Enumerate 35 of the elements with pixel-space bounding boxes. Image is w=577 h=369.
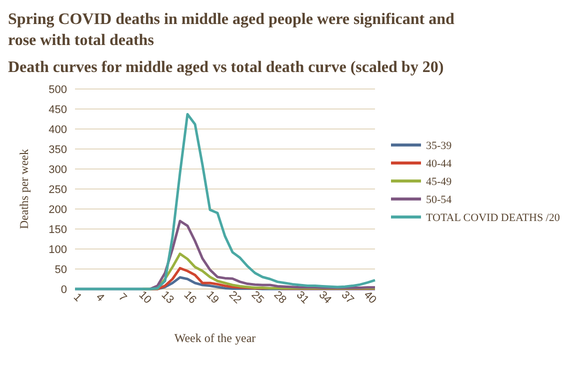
- y-tick-label: 0: [60, 284, 67, 296]
- x-tick-label: 25: [248, 289, 266, 306]
- x-tick-label: 31: [294, 289, 311, 306]
- legend-label: TOTAL COVID DEATHS /20: [426, 212, 560, 224]
- x-tick-label: 40: [361, 289, 378, 306]
- x-tick-label: 19: [204, 289, 221, 306]
- x-tick-label: 7: [116, 291, 129, 304]
- y-tick-label: 450: [48, 104, 67, 116]
- legend-label: 45-49: [426, 176, 452, 188]
- legend-label: 40-44: [426, 158, 452, 170]
- x-tick-label: 22: [226, 289, 244, 306]
- x-tick-label: 10: [136, 289, 154, 306]
- y-tick-label: 350: [48, 144, 67, 156]
- x-tick-label: 13: [158, 289, 176, 306]
- y-tick-label: 150: [48, 224, 67, 236]
- x-tick-label: 28: [271, 289, 288, 306]
- x-tick-label: 34: [316, 289, 334, 306]
- y-tick-label: 100: [48, 244, 67, 256]
- x-tick-label: 16: [181, 289, 198, 306]
- y-tick-label: 300: [48, 164, 67, 176]
- y-tick-label: 200: [48, 204, 67, 216]
- chart-subtitle: Death curves for middle aged vs total death curve (scaled by 20): [8, 59, 444, 76]
- legend-label: 50-54: [426, 194, 452, 206]
- x-axis-title: Week of the year: [174, 331, 256, 345]
- y-tick-label: 400: [48, 124, 67, 136]
- y-tick-label: 50: [54, 264, 67, 276]
- x-tick-label: 4: [93, 291, 106, 304]
- line-series: [74, 112, 376, 290]
- legend-label: 35-39: [426, 140, 452, 152]
- y-tick-label: 250: [48, 184, 67, 196]
- y-tick-label: 500: [48, 84, 67, 96]
- y-axis-title: Deaths per week: [17, 149, 31, 229]
- chart-title: Spring COVID deaths in middle aged people were significant and rose with total deaths: [8, 11, 455, 49]
- x-tick-label: 37: [338, 289, 356, 306]
- x-tick-label: 1: [70, 291, 84, 304]
